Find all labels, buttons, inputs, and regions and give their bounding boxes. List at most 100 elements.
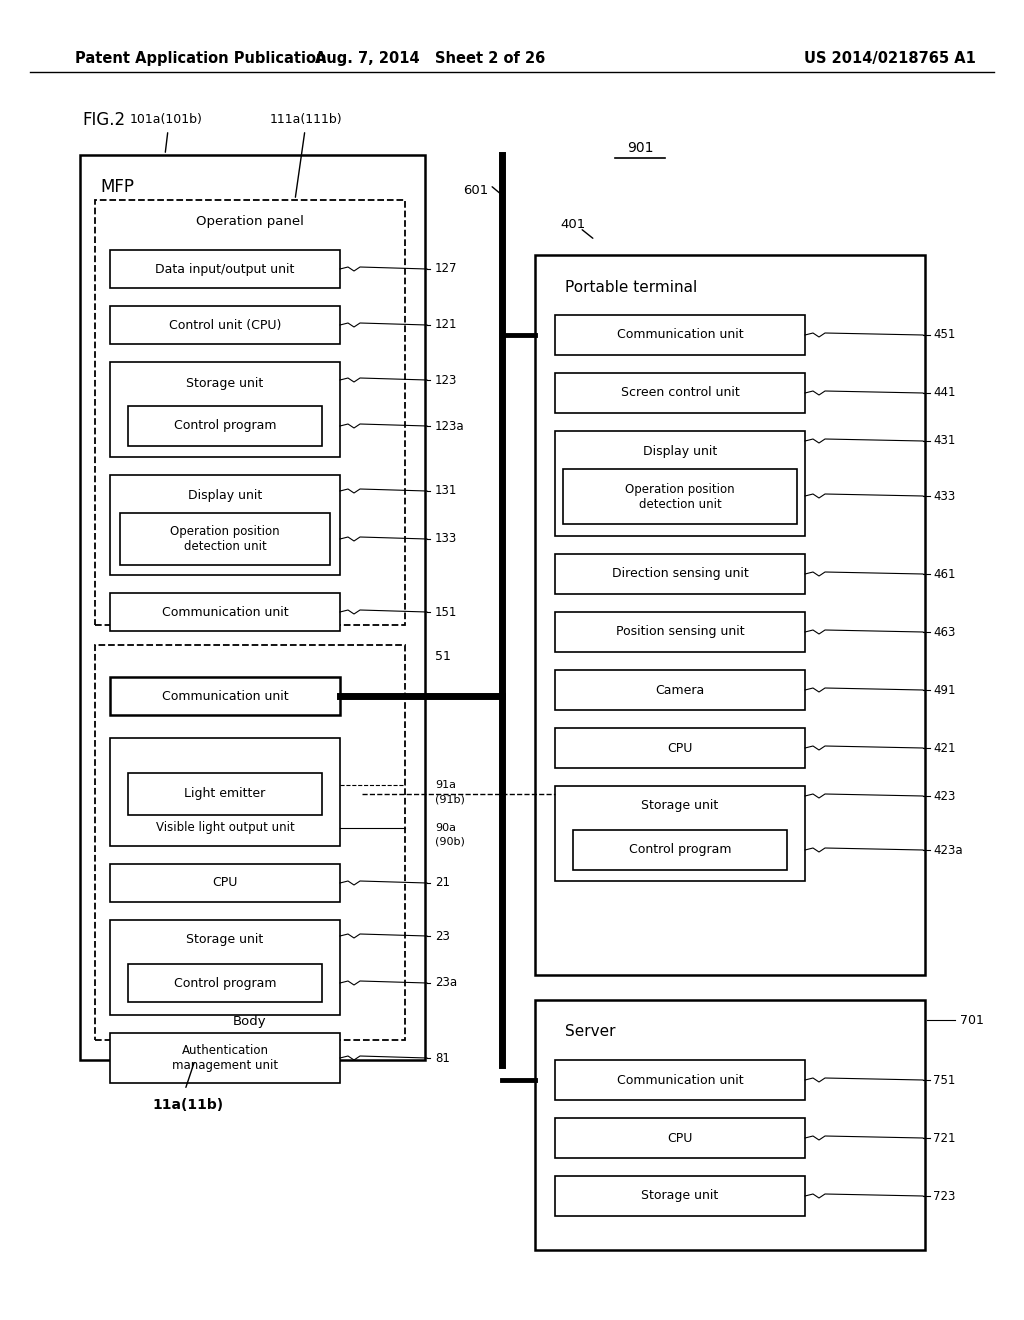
Bar	[555, 554, 805, 594]
Text: Visible light output unit: Visible light output unit	[156, 821, 294, 834]
Text: Body: Body	[233, 1015, 267, 1028]
Bar	[110, 306, 340, 345]
Text: 721: 721	[933, 1131, 955, 1144]
Text: Storage unit: Storage unit	[186, 378, 263, 391]
Bar	[128, 774, 322, 814]
Text: Control program: Control program	[174, 420, 276, 433]
Text: 463: 463	[933, 626, 955, 639]
Text: Screen control unit: Screen control unit	[621, 387, 739, 400]
Text: 433: 433	[933, 490, 955, 503]
Text: (91b): (91b)	[435, 795, 465, 804]
Text: Control program: Control program	[174, 977, 276, 990]
Text: CPU: CPU	[668, 742, 692, 755]
Text: 81: 81	[435, 1052, 450, 1064]
Text: 133: 133	[435, 532, 458, 545]
Bar	[110, 920, 340, 1015]
Text: Aug. 7, 2014   Sheet 2 of 26: Aug. 7, 2014 Sheet 2 of 26	[314, 50, 545, 66]
Bar	[535, 1001, 925, 1250]
Bar	[110, 677, 340, 715]
Text: 441: 441	[933, 387, 955, 400]
Text: 123a: 123a	[435, 420, 465, 433]
Text: 11a(11b): 11a(11b)	[152, 1098, 223, 1111]
Text: Operation panel: Operation panel	[196, 215, 304, 228]
Text: 401: 401	[560, 219, 586, 231]
Bar	[555, 432, 805, 536]
Text: Display unit: Display unit	[643, 445, 717, 458]
Bar	[110, 593, 340, 631]
Text: 701: 701	[961, 1014, 984, 1027]
Text: 601: 601	[463, 183, 488, 197]
Text: 127: 127	[435, 263, 458, 276]
Text: 423a: 423a	[933, 843, 963, 857]
Text: Camera: Camera	[655, 684, 705, 697]
Text: 23a: 23a	[435, 977, 457, 990]
Text: 111a(111b): 111a(111b)	[270, 114, 343, 127]
Text: Control program: Control program	[629, 843, 731, 857]
Text: 751: 751	[933, 1073, 955, 1086]
Text: 23: 23	[435, 929, 450, 942]
Text: Communication unit: Communication unit	[162, 606, 289, 619]
Bar	[128, 407, 322, 446]
Text: Server: Server	[565, 1024, 615, 1040]
Text: Communication unit: Communication unit	[616, 329, 743, 342]
Bar	[110, 1034, 340, 1082]
Text: 90a: 90a	[435, 822, 456, 833]
Bar	[555, 374, 805, 413]
Text: 901: 901	[627, 141, 653, 154]
Text: 723: 723	[933, 1189, 955, 1203]
Bar	[555, 1176, 805, 1216]
Bar	[573, 830, 787, 870]
Text: Position sensing unit: Position sensing unit	[615, 626, 744, 639]
Text: CPU: CPU	[668, 1131, 692, 1144]
Text: Display unit: Display unit	[187, 488, 262, 502]
Text: 451: 451	[933, 329, 955, 342]
Bar	[95, 201, 406, 624]
Text: 51: 51	[435, 651, 451, 664]
Bar	[535, 255, 925, 975]
Text: 123: 123	[435, 374, 458, 387]
Text: 21: 21	[435, 876, 450, 890]
Text: Communication unit: Communication unit	[616, 1073, 743, 1086]
Bar	[128, 964, 322, 1002]
Text: 431: 431	[933, 434, 955, 447]
Text: MFP: MFP	[100, 178, 134, 195]
Bar	[563, 469, 797, 524]
Text: 131: 131	[435, 484, 458, 498]
Text: 121: 121	[435, 318, 458, 331]
Text: FIG.2: FIG.2	[82, 111, 125, 129]
Bar	[120, 513, 330, 565]
Text: 151: 151	[435, 606, 458, 619]
Text: Light emitter: Light emitter	[184, 788, 265, 800]
Text: Data input/output unit: Data input/output unit	[156, 263, 295, 276]
Bar	[95, 645, 406, 1040]
Text: US 2014/0218765 A1: US 2014/0218765 A1	[804, 50, 976, 66]
Text: 421: 421	[933, 742, 955, 755]
Text: 91a: 91a	[435, 780, 456, 789]
Bar	[555, 612, 805, 652]
Bar	[555, 1118, 805, 1158]
Bar	[110, 738, 340, 846]
Text: (90b): (90b)	[435, 837, 465, 847]
Bar	[80, 154, 425, 1060]
Bar	[555, 729, 805, 768]
Bar	[555, 785, 805, 880]
Text: 101a(101b): 101a(101b)	[130, 114, 203, 127]
Text: 491: 491	[933, 684, 955, 697]
Bar	[110, 865, 340, 902]
Text: Direction sensing unit: Direction sensing unit	[611, 568, 749, 581]
Text: 423: 423	[933, 789, 955, 803]
Bar	[110, 475, 340, 576]
Bar	[555, 671, 805, 710]
Text: 461: 461	[933, 568, 955, 581]
Bar	[555, 1060, 805, 1100]
Bar	[110, 362, 340, 457]
Text: Portable terminal: Portable terminal	[565, 280, 697, 294]
Bar	[555, 315, 805, 355]
Text: Storage unit: Storage unit	[186, 933, 263, 946]
Text: Storage unit: Storage unit	[641, 1189, 719, 1203]
Text: Control unit (CPU): Control unit (CPU)	[169, 318, 282, 331]
Text: CPU: CPU	[212, 876, 238, 890]
Text: Patent Application Publication: Patent Application Publication	[75, 50, 327, 66]
Text: Communication unit: Communication unit	[162, 689, 289, 702]
Text: Operation position
detection unit: Operation position detection unit	[170, 525, 280, 553]
